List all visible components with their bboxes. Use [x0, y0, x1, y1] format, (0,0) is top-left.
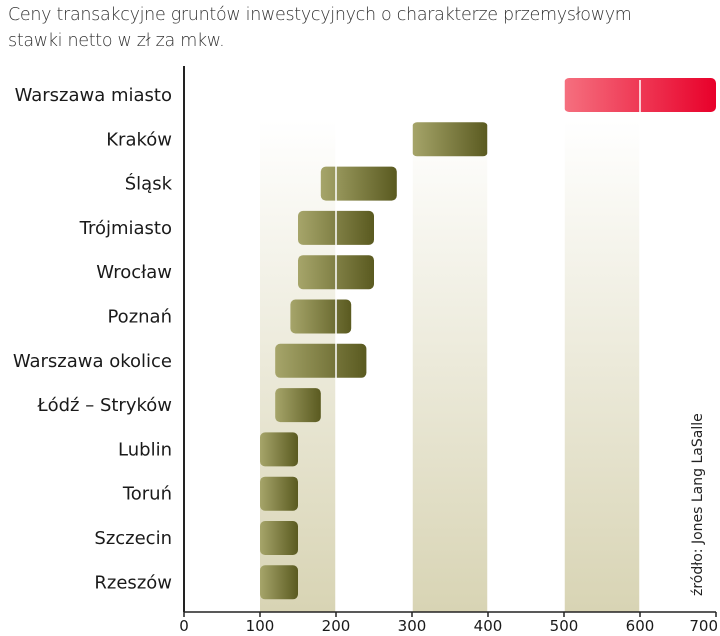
range-bar-5 — [290, 299, 352, 334]
category-label-8: Lublin — [118, 439, 172, 460]
category-label-4: Wrocław — [96, 262, 172, 283]
range-bar-1 — [412, 122, 488, 157]
shaded-band-2 — [564, 120, 640, 612]
x-tick-label-6: 600 — [626, 617, 655, 635]
category-label-3: Trójmiasto — [79, 218, 172, 239]
chart-title-line-1: Ceny transakcyjne gruntów inwestycyjnych… — [8, 5, 632, 25]
category-label-6: Warszawa okolice — [13, 351, 172, 372]
range-bar-10 — [260, 521, 298, 555]
source-note: źródło: Jones Lang LaSalle — [690, 413, 706, 596]
x-tick-label-1: 100 — [246, 617, 275, 635]
category-label-1: Kraków — [106, 129, 172, 150]
category-label-0: Warszawa miasto — [15, 85, 172, 106]
range-bar-2 — [320, 166, 397, 201]
category-label-11: Rzeszów — [94, 572, 172, 593]
range-bar-8 — [260, 432, 298, 467]
chart-subtitle: stawki netto w zł za mkw. — [8, 31, 225, 51]
range-bar-9 — [260, 476, 298, 511]
range-bar-6 — [275, 343, 367, 378]
x-tick-label-7: 700 — [689, 617, 718, 635]
range-bar-7 — [275, 388, 321, 423]
x-tick-label-3: 300 — [398, 617, 427, 635]
category-label-10: Szczecin — [94, 528, 172, 549]
x-tick-label-2: 200 — [322, 617, 351, 635]
x-tick-label-5: 500 — [550, 617, 579, 635]
x-tick-label-4: 400 — [474, 617, 503, 635]
category-label-9: Toruń — [122, 484, 172, 505]
category-label-7: Łódź – Stryków — [37, 395, 173, 416]
range-bar-11 — [260, 565, 298, 600]
category-label-2: Śląsk — [125, 173, 173, 195]
shaded-band-1 — [412, 120, 488, 612]
chart-title: Ceny transakcyjne gruntów inwestycyjnych… — [8, 2, 713, 54]
category-label-5: Poznań — [107, 307, 172, 328]
x-tick-label-0: 0 — [179, 617, 189, 635]
